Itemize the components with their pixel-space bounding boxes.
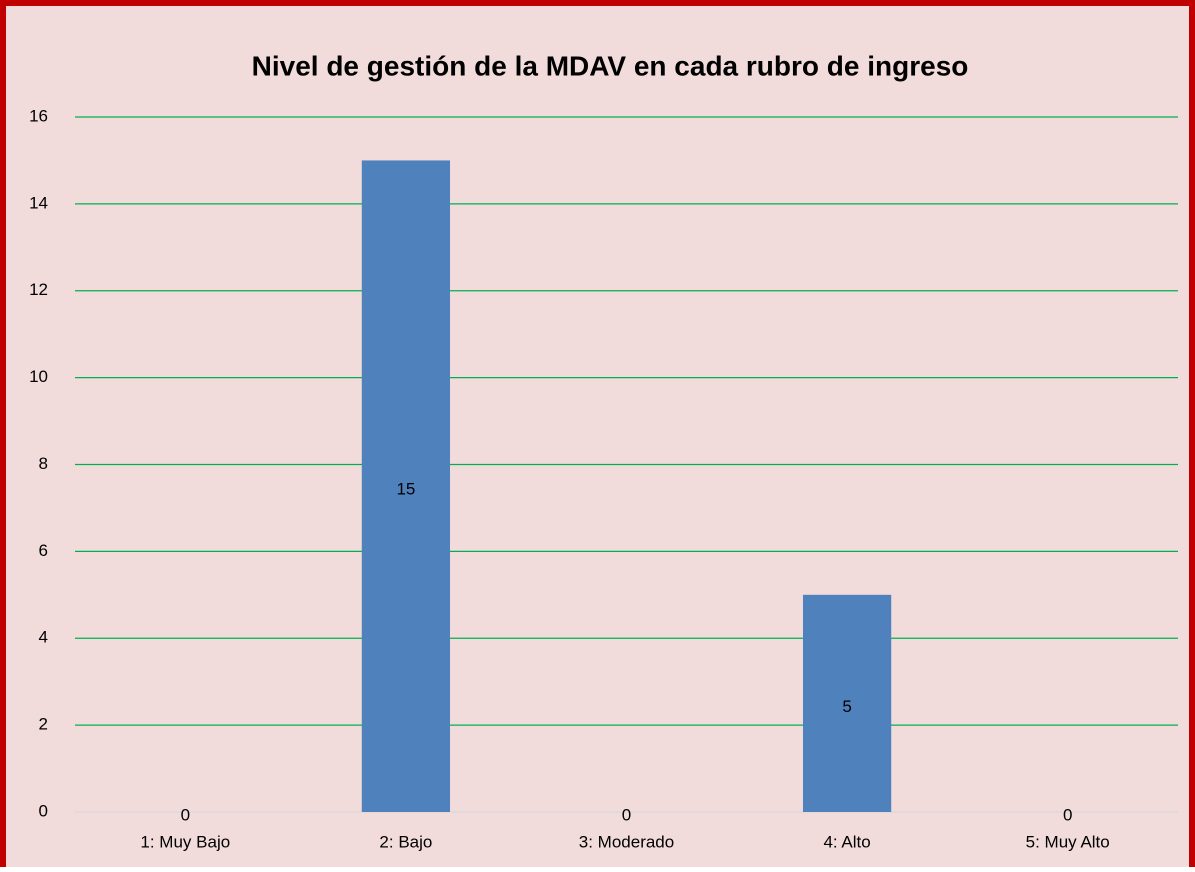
y-tick-label: 6	[39, 541, 48, 560]
bar	[361, 160, 451, 812]
x-tick-label: 5: Muy Alto	[1026, 832, 1110, 851]
data-label: 15	[396, 480, 415, 499]
x-tick-label: 1: Muy Bajo	[140, 832, 230, 851]
x-tick-label: 3: Moderado	[579, 832, 674, 851]
y-tick-label: 0	[39, 801, 48, 820]
y-tick-label: 16	[29, 106, 48, 125]
y-tick-label: 14	[29, 193, 48, 212]
data-label: 5	[842, 697, 851, 716]
bar	[802, 594, 892, 812]
chart-title: Nivel de gestión de la MDAV en cada rubr…	[252, 50, 969, 81]
y-tick-label: 4	[39, 628, 48, 647]
y-tick-label: 2	[39, 715, 48, 734]
y-tick-label: 8	[39, 454, 48, 473]
x-tick-label: 4: Alto	[823, 832, 870, 851]
x-tick-label: 2: Bajo	[379, 832, 432, 851]
y-tick-label: 12	[29, 280, 48, 299]
data-label: 0	[181, 805, 190, 824]
data-label: 0	[1063, 805, 1072, 824]
data-label: 0	[622, 805, 631, 824]
y-tick-label: 10	[29, 367, 48, 386]
